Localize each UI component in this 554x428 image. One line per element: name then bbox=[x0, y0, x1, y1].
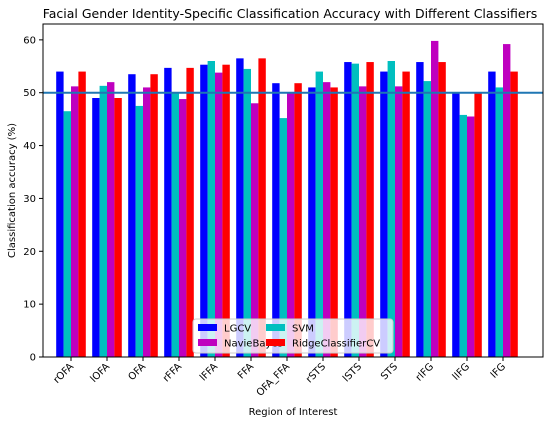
bar-rifg-naviebayes bbox=[431, 40, 439, 358]
legend-swatch-naviebayes bbox=[198, 339, 217, 346]
bar-ffa-naviebayes bbox=[251, 103, 259, 358]
bar-ifg-ridgeclassifiercv bbox=[510, 71, 518, 358]
bar-ffa-lgcv bbox=[236, 58, 244, 357]
legend: LGCV SVM NavieBayes RidgeClassifierCV bbox=[192, 318, 394, 354]
legend-swatch-ridgeclassifiercv bbox=[266, 339, 285, 346]
x-tick-label-rsts: rSTS bbox=[304, 361, 328, 385]
chart-title: Facial Gender Identity-Specific Classifi… bbox=[43, 6, 538, 21]
y-tick-label: 60 bbox=[23, 35, 36, 46]
bar-lifg-ridgeclassifiercv bbox=[474, 92, 482, 357]
bar-ifg-svm bbox=[495, 87, 503, 357]
bar-rifg-svm bbox=[423, 81, 431, 357]
bar-sts-lgcv bbox=[380, 71, 388, 358]
x-tick-label-ofa_ffa: OFA_FFA bbox=[255, 361, 293, 399]
x-tick-label-lofa: lOFA bbox=[89, 361, 113, 385]
bar-ofa-svm bbox=[135, 105, 143, 357]
legend-swatch-lgcv bbox=[198, 324, 217, 331]
y-tick-label: 50 bbox=[23, 88, 36, 99]
bar-lffa-naviebayes bbox=[215, 72, 223, 357]
y-axis: 0 10 20 30 40 50 60 bbox=[23, 35, 43, 364]
bar-ofa_ffa-naviebayes bbox=[287, 92, 295, 357]
bar-lofa-lgcv bbox=[92, 98, 100, 357]
bar-lffa-lgcv bbox=[200, 64, 208, 357]
bars-layer bbox=[56, 40, 518, 358]
bar-rsts-ridgeclassifiercv bbox=[330, 87, 338, 357]
x-tick-label-ifg: IFG bbox=[489, 361, 508, 380]
bar-rifg-ridgeclassifiercv bbox=[438, 62, 446, 358]
bar-sts-naviebayes bbox=[395, 86, 403, 357]
bar-rifg-lgcv bbox=[416, 62, 424, 358]
bar-ffa-svm bbox=[243, 68, 251, 357]
y-tick-label: 40 bbox=[23, 141, 36, 152]
y-axis-label: Classification accuracy (%) bbox=[7, 123, 18, 258]
bar-ofa_ffa-ridgeclassifiercv bbox=[294, 83, 302, 357]
legend-box bbox=[192, 318, 394, 354]
bar-ofa_ffa-lgcv bbox=[272, 83, 280, 357]
bar-lsts-ridgeclassifiercv bbox=[366, 62, 374, 358]
bar-sts-svm bbox=[387, 61, 395, 357]
bar-rffa-ridgeclassifiercv bbox=[186, 67, 194, 357]
x-tick-label-sts: STS bbox=[379, 361, 400, 382]
y-tick-label: 20 bbox=[23, 247, 36, 258]
x-tick-label-ofa: OFA bbox=[127, 361, 149, 383]
legend-label-ridgeclassifiercv: RidgeClassifierCV bbox=[292, 339, 380, 350]
bar-rsts-svm bbox=[315, 71, 323, 358]
x-tick-label-lffa: lFFA bbox=[198, 361, 220, 383]
x-tick-label-lsts: lSTS bbox=[341, 361, 364, 384]
bar-ofa-ridgeclassifiercv bbox=[150, 74, 158, 357]
x-tick-label-ffa: FFA bbox=[236, 361, 256, 381]
legend-label-lgcv: LGCV bbox=[224, 324, 251, 335]
bar-lsts-lgcv bbox=[344, 62, 352, 358]
bar-rofa-svm bbox=[63, 111, 71, 357]
bar-ofa_ffa-svm bbox=[279, 118, 287, 357]
x-tick-label-lifg: lIFG bbox=[451, 361, 472, 382]
bar-sts-ridgeclassifiercv bbox=[402, 71, 410, 358]
bar-rffa-svm bbox=[171, 92, 179, 357]
bar-ifg-naviebayes bbox=[503, 44, 511, 357]
x-tick-label-rofa: rOFA bbox=[52, 361, 77, 386]
bar-lifg-naviebayes bbox=[467, 116, 475, 357]
bar-rsts-naviebayes bbox=[323, 82, 331, 358]
bar-ffa-ridgeclassifiercv bbox=[258, 58, 266, 357]
bar-ofa-lgcv bbox=[128, 74, 136, 357]
bar-lsts-naviebayes bbox=[359, 86, 367, 357]
bar-rofa-lgcv bbox=[56, 71, 64, 358]
bar-rffa-naviebayes bbox=[179, 99, 187, 358]
bar-lofa-naviebayes bbox=[107, 82, 115, 358]
bar-ofa-naviebayes bbox=[143, 87, 151, 357]
bar-lsts-svm bbox=[351, 63, 359, 358]
bar-lifg-lgcv bbox=[452, 92, 460, 357]
bar-lffa-ridgeclassifiercv bbox=[222, 64, 230, 357]
bar-lifg-svm bbox=[459, 114, 467, 358]
bar-rsts-lgcv bbox=[308, 87, 316, 357]
bar-lffa-svm bbox=[207, 61, 215, 357]
y-tick-label: 30 bbox=[23, 194, 36, 205]
legend-label-naviebayes: NavieBayes bbox=[224, 339, 283, 350]
bar-rofa-ridgeclassifiercv bbox=[78, 71, 86, 358]
bar-lofa-svm bbox=[99, 85, 107, 357]
x-axis-label: Region of Interest bbox=[249, 407, 338, 418]
legend-swatch-svm bbox=[266, 324, 285, 331]
bar-lofa-ridgeclassifiercv bbox=[114, 98, 122, 357]
bar-rofa-naviebayes bbox=[71, 86, 79, 357]
plot-frame bbox=[42, 23, 544, 358]
x-tick-label-rifg: rIFG bbox=[414, 361, 436, 383]
bar-rffa-lgcv bbox=[164, 67, 172, 357]
y-tick-label: 10 bbox=[23, 300, 36, 311]
y-tick-label: 0 bbox=[30, 353, 36, 364]
legend-label-svm: SVM bbox=[292, 324, 314, 335]
bar-ifg-lgcv bbox=[488, 71, 496, 358]
x-tick-label-rffa: rFFA bbox=[161, 361, 184, 384]
